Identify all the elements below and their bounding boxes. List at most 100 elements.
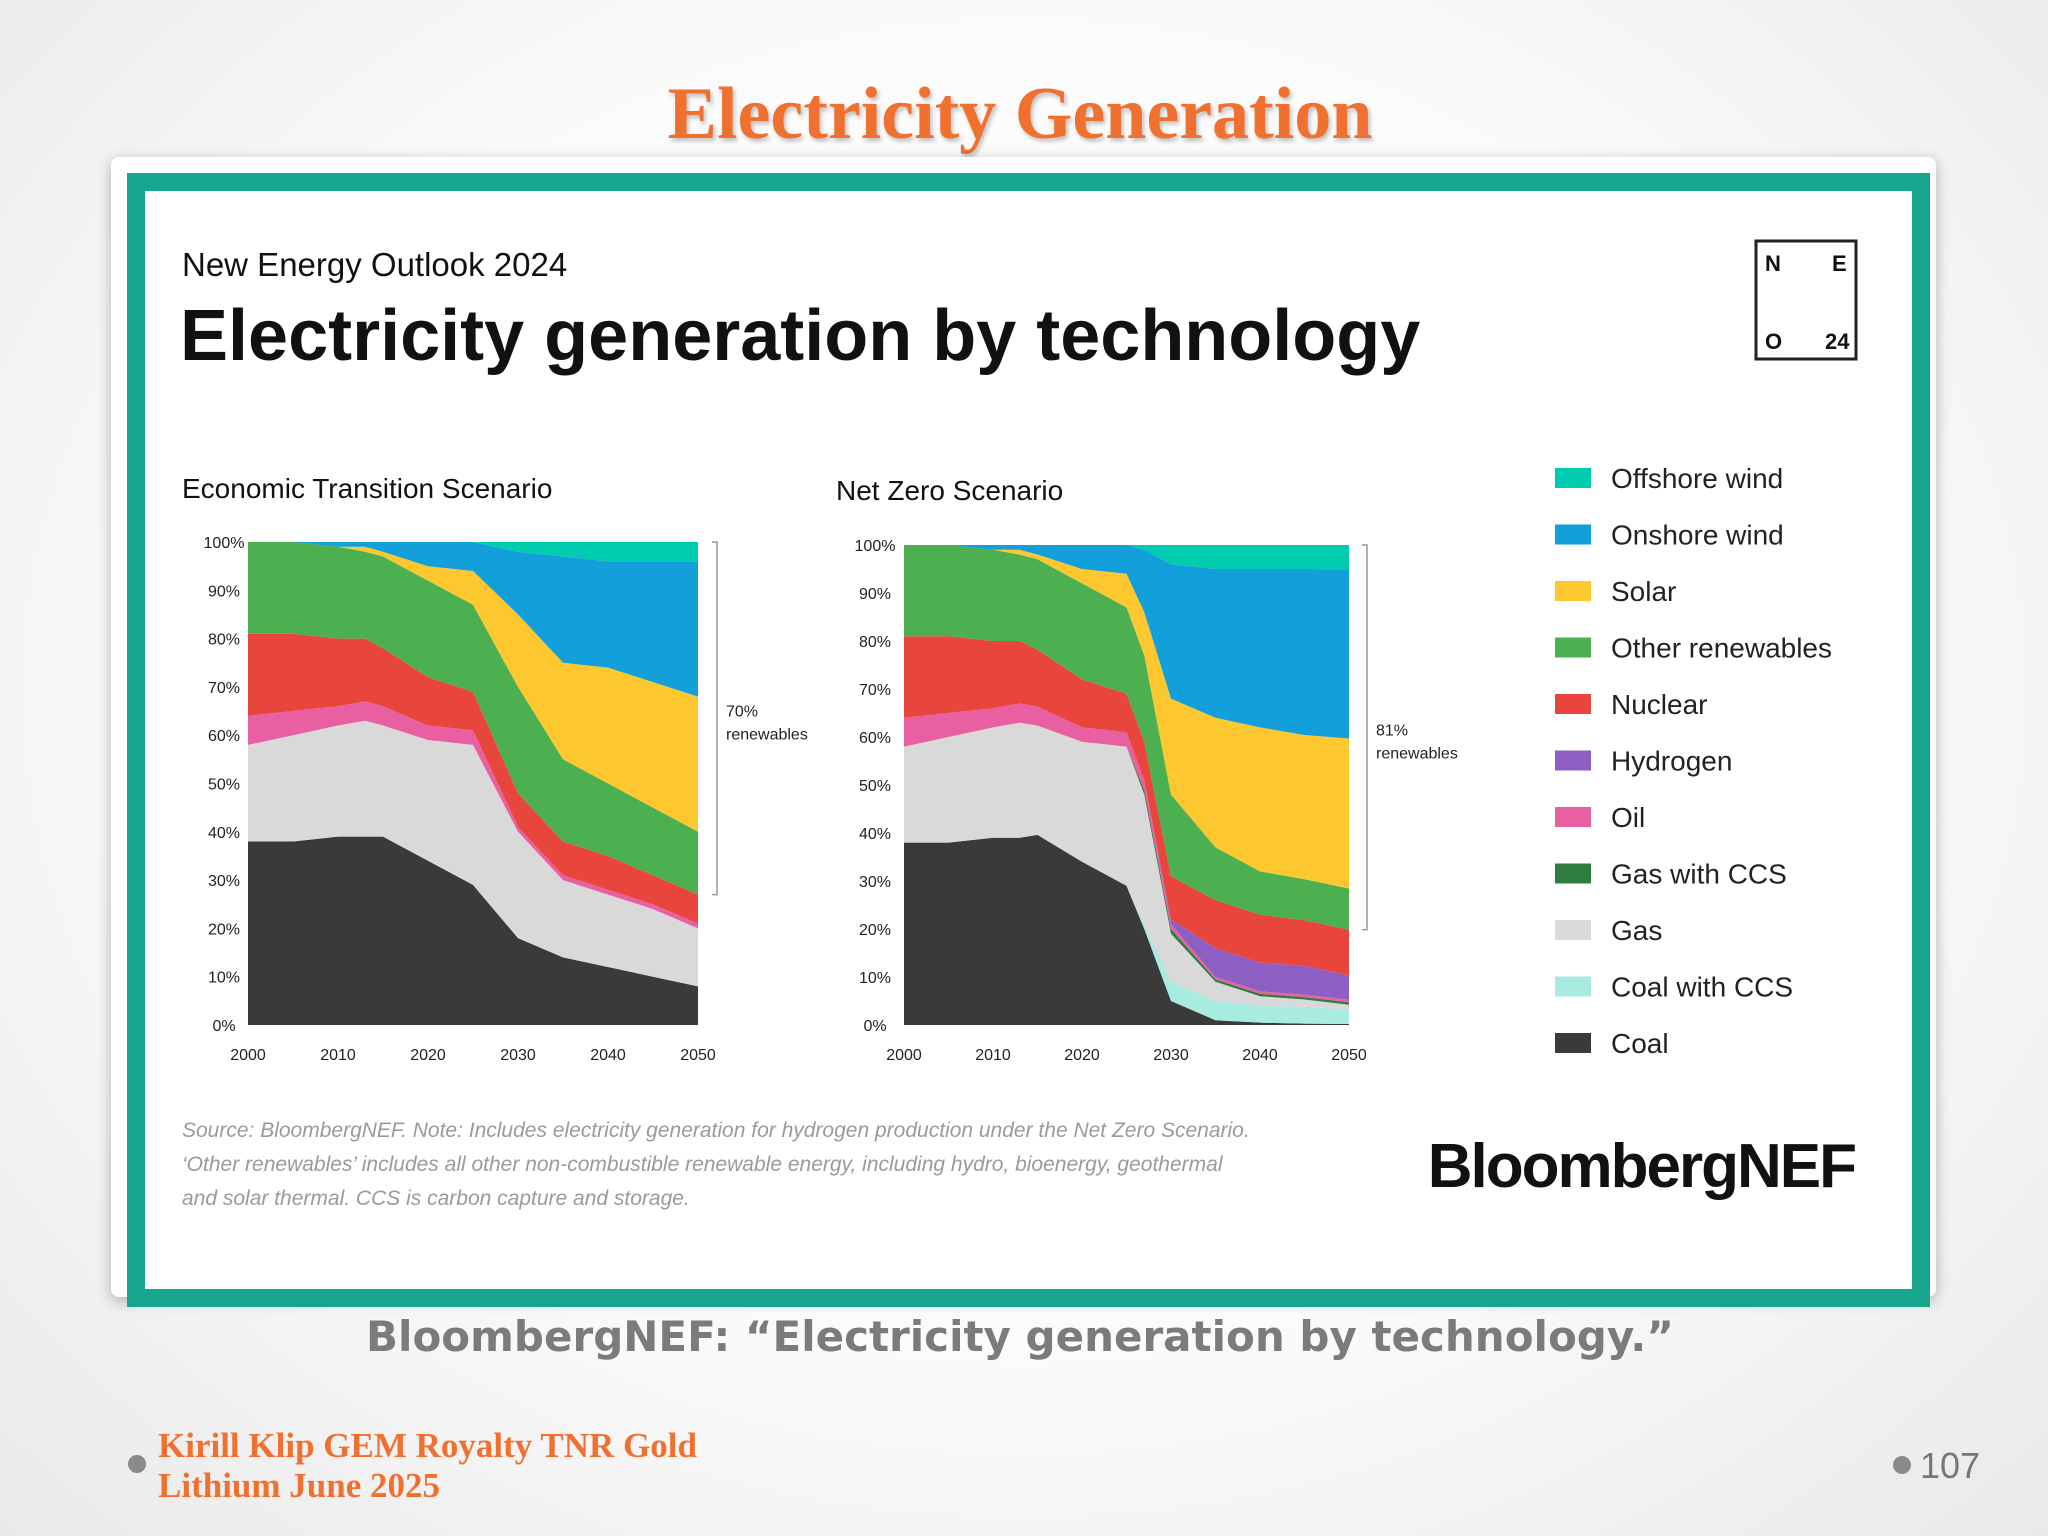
- x-tick-label: 2030: [1153, 1047, 1189, 1064]
- chart-panel-net-zero: Net Zero Scenario 0% 10% 20% 30% 40% 50% 60% 70…: [836, 475, 1458, 1064]
- x-tick-label: 2000: [886, 1047, 922, 1064]
- y-tick-label: 20%: [859, 922, 891, 939]
- page-number: 107: [1920, 1445, 1981, 1486]
- x-tick-label: 2050: [1331, 1047, 1367, 1064]
- slide-caption: BloombergNEF: “Electricity generation by…: [366, 1312, 1674, 1361]
- renewables-share-value: 70%: [726, 703, 758, 720]
- y-tick-label: 60%: [208, 728, 240, 745]
- panel-title: Economic Transition Scenario: [182, 473, 552, 504]
- x-tick-label: 2050: [680, 1047, 716, 1064]
- page-number-bullet: [1893, 1456, 1911, 1474]
- area-onshore-wind: [248, 542, 698, 697]
- legend-swatch: [1555, 920, 1591, 940]
- y-tick-label: 0%: [863, 1018, 886, 1035]
- area-coal: [248, 836, 698, 1025]
- y-tick-label: 90%: [208, 583, 240, 600]
- x-tick-label: 2010: [320, 1047, 356, 1064]
- legend-item-coal: Coal: [1555, 1028, 1669, 1059]
- chart-legend: Offshore wind Onshore wind Solar Other rene…: [1555, 463, 1832, 1059]
- x-tick-label: 2010: [975, 1047, 1011, 1064]
- y-tick-label: 20%: [208, 921, 240, 938]
- footer-bullet: [128, 1455, 146, 1473]
- legend-swatch: [1555, 637, 1591, 658]
- area-oil: [248, 701, 698, 929]
- legend-label: Solar: [1611, 576, 1676, 607]
- chart-panel-economic-transition: Economic Transition Scenario 0% 10% 20% 30%…: [182, 473, 808, 1064]
- legend-label: Gas with CCS: [1611, 859, 1787, 890]
- renewables-bracket: [1362, 544, 1368, 931]
- renewables-share-value: 81%: [1376, 722, 1408, 739]
- legend-label: Hydrogen: [1611, 746, 1732, 777]
- neo-badge-n: N: [1765, 251, 1781, 276]
- legend-swatch: [1555, 581, 1591, 601]
- y-tick-label: 50%: [208, 777, 240, 794]
- panel-title: Net Zero Scenario: [836, 475, 1063, 506]
- area-nuclear: [904, 636, 1349, 976]
- legend-swatch: [1555, 976, 1591, 997]
- legend-item-oil: Oil: [1555, 802, 1645, 833]
- legend-label: Oil: [1611, 802, 1645, 833]
- area-coal: [904, 834, 1349, 1025]
- legend-label: Gas: [1611, 915, 1662, 946]
- legend-item-gas: Gas: [1555, 915, 1662, 946]
- slide-title: Electricity Generation: [667, 73, 1373, 155]
- y-tick-label: 40%: [208, 825, 240, 842]
- legend-item-nuclear: Nuclear: [1555, 689, 1707, 720]
- y-tick-label: 70%: [208, 680, 240, 697]
- renewables-bracket: [712, 541, 718, 896]
- legend-label: Offshore wind: [1611, 463, 1783, 494]
- area-other-renewables: [248, 542, 698, 895]
- legend-swatch: [1555, 807, 1591, 827]
- y-tick-label: 70%: [859, 682, 891, 699]
- x-tick-label: 2000: [230, 1047, 266, 1064]
- legend-item-coal-with-ccs: Coal with CCS: [1555, 972, 1793, 1003]
- legend-swatch: [1555, 468, 1591, 488]
- x-tick-label: 2040: [590, 1047, 626, 1064]
- area-hydrogen: [904, 703, 1349, 1000]
- legend-swatch: [1555, 694, 1591, 714]
- area-other-renewables: [904, 545, 1349, 930]
- y-tick-label: 100%: [855, 538, 896, 555]
- legend-swatch: [1555, 750, 1591, 771]
- y-tick-label: 100%: [204, 535, 245, 552]
- area-gas: [904, 722, 1349, 1010]
- area-oil: [904, 703, 1349, 1003]
- area-gas: [248, 720, 698, 987]
- legend-swatch: [1555, 524, 1591, 545]
- chart-figure: New Energy Outlook 2024 Electricity gene…: [180, 239, 1858, 1210]
- neo-badge-24: 24: [1825, 329, 1850, 354]
- source-note-line2: ‘Other renewables’ includes all other no…: [182, 1153, 1224, 1176]
- y-tick-label: 30%: [859, 874, 891, 891]
- legend-label: Onshore wind: [1611, 520, 1784, 551]
- renewables-share-label: renewables: [726, 726, 808, 743]
- y-tick-label: 90%: [859, 586, 891, 603]
- legend-item-offshore-wind: Offshore wind: [1555, 463, 1783, 494]
- renewables-share-label: renewables: [1376, 745, 1458, 762]
- x-tick-label: 2040: [1242, 1047, 1278, 1064]
- y-tick-label: 40%: [859, 826, 891, 843]
- area-offshore-wind: [248, 542, 698, 562]
- y-tick-label: 60%: [859, 730, 891, 747]
- legend-label: Coal with CCS: [1611, 972, 1793, 1003]
- y-tick-label: 0%: [212, 1018, 235, 1035]
- legend-item-hydrogen: Hydrogen: [1555, 746, 1732, 777]
- source-note-line1: Source: BloombergNEF. Note: Includes ele…: [182, 1119, 1250, 1142]
- y-tick-label: 10%: [208, 970, 240, 987]
- figure-title: Electricity generation by technology: [180, 296, 1420, 376]
- y-tick-label: 80%: [859, 634, 891, 651]
- legend-item-onshore-wind: Onshore wind: [1555, 520, 1784, 551]
- legend-item-solar: Solar: [1555, 576, 1676, 607]
- bloombergnef-logo: BloombergNEF: [1428, 1132, 1855, 1201]
- x-tick-label: 2030: [500, 1047, 536, 1064]
- area-offshore-wind: [904, 545, 1349, 570]
- area-nuclear: [248, 633, 698, 924]
- legend-item-other-renewables: Other renewables: [1555, 633, 1832, 664]
- legend-item-gas-with-ccs: Gas with CCS: [1555, 859, 1787, 890]
- neo-badge-e: E: [1832, 251, 1847, 276]
- legend-label: Other renewables: [1611, 633, 1832, 664]
- area-solar: [904, 545, 1349, 889]
- legend-label: Coal: [1611, 1028, 1669, 1059]
- y-tick-label: 10%: [859, 970, 891, 987]
- legend-label: Nuclear: [1611, 689, 1707, 720]
- x-tick-label: 2020: [410, 1047, 446, 1064]
